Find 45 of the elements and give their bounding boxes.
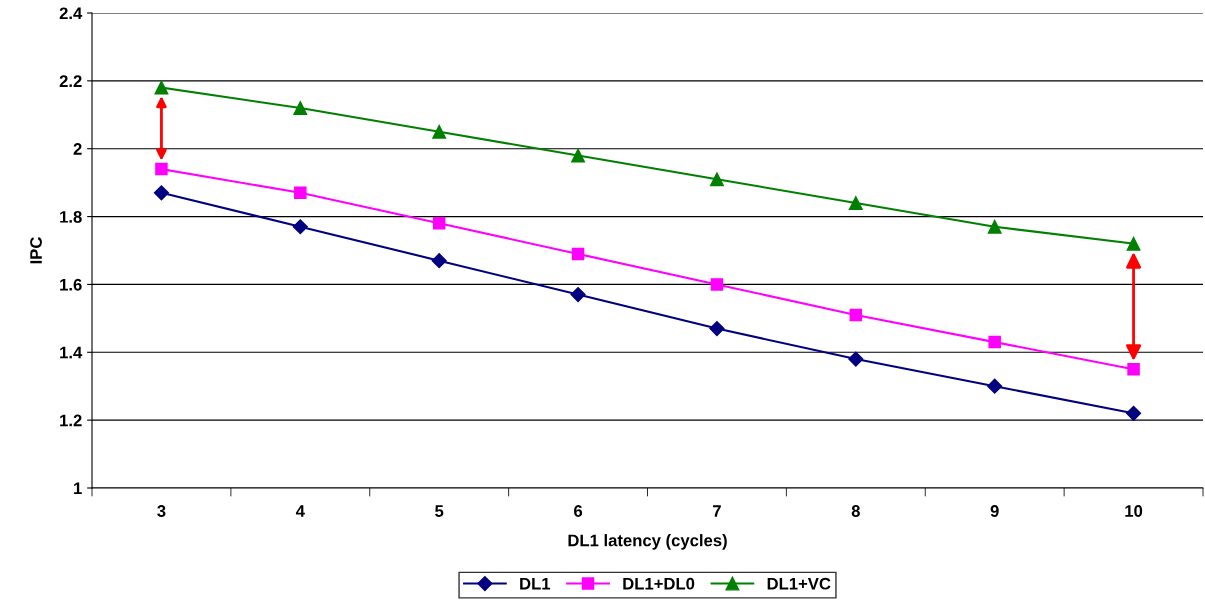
point bbox=[294, 186, 307, 200]
legend-label: DL1+DL0 bbox=[623, 577, 695, 590]
point bbox=[709, 172, 724, 187]
point bbox=[849, 308, 863, 322]
point bbox=[292, 219, 308, 235]
point bbox=[988, 335, 1001, 349]
point bbox=[432, 217, 446, 230]
x-tick-label: 7 bbox=[713, 505, 721, 517]
point bbox=[571, 148, 586, 163]
point bbox=[987, 219, 1002, 234]
legend-label: DL1 bbox=[520, 577, 551, 590]
y-axis-title: IPC bbox=[30, 237, 42, 264]
point bbox=[987, 378, 1003, 394]
y-tick-label: 1.4 bbox=[60, 346, 83, 359]
y-tick-label: 2.4 bbox=[59, 7, 83, 20]
y-tick-label: 2 bbox=[73, 143, 82, 155]
legend-label: DL1+VC bbox=[767, 577, 831, 590]
point bbox=[570, 287, 586, 303]
y-tick-label: 2.2 bbox=[59, 75, 82, 87]
y-tick-label: 1.2 bbox=[60, 414, 82, 427]
point bbox=[1127, 362, 1140, 376]
point bbox=[1125, 405, 1142, 421]
point bbox=[154, 80, 169, 95]
y-tick-label: 1 bbox=[74, 482, 82, 495]
x-axis-title: DL1 latency (cycles) bbox=[568, 534, 727, 550]
point bbox=[848, 196, 863, 210]
point bbox=[710, 278, 724, 291]
x-tick-label: 10 bbox=[1125, 505, 1143, 517]
point bbox=[431, 253, 447, 269]
point bbox=[153, 185, 170, 201]
x-tick-label: 8 bbox=[851, 505, 860, 517]
point bbox=[571, 247, 585, 261]
y-tick-label: 1.8 bbox=[60, 210, 82, 223]
x-tick-label: 3 bbox=[157, 505, 166, 517]
point bbox=[1126, 236, 1141, 251]
x-tick-label: 4 bbox=[295, 505, 305, 517]
x-tick-label: 6 bbox=[574, 505, 583, 517]
y-tick-label: 1.6 bbox=[60, 278, 82, 291]
point bbox=[432, 124, 447, 139]
point bbox=[155, 162, 168, 176]
point bbox=[293, 101, 308, 115]
point bbox=[709, 320, 725, 337]
point bbox=[848, 351, 864, 367]
x-tick-label: 9 bbox=[990, 505, 999, 517]
x-tick-label: 5 bbox=[435, 505, 444, 517]
